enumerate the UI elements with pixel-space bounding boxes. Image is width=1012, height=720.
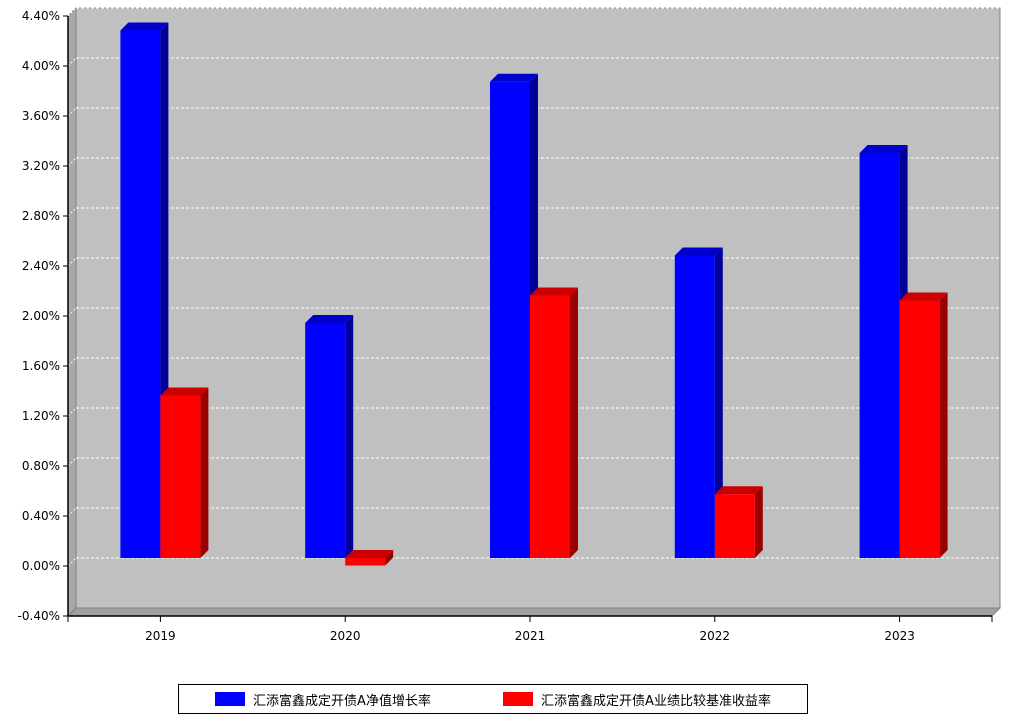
x-tick-label: 2021 bbox=[515, 629, 546, 643]
bar-2021-series-1 bbox=[530, 295, 570, 558]
bar-top bbox=[674, 247, 723, 256]
bar-top bbox=[345, 550, 394, 558]
y-tick-label: 3.60% bbox=[22, 109, 60, 123]
gridline-side bbox=[67, 557, 77, 567]
x-tick-label: 2020 bbox=[330, 629, 361, 643]
legend-item-series-0: 汇添富鑫成定开债A净值增长率 bbox=[215, 690, 431, 709]
bar-side bbox=[200, 387, 209, 558]
bar-top bbox=[160, 387, 209, 396]
bar-2022-series-1 bbox=[714, 494, 755, 558]
bar-2019-series-0 bbox=[120, 30, 161, 558]
bar-top bbox=[714, 486, 763, 495]
legend: 汇添富鑫成定开债A净值增长率 汇添富鑫成定开债A业绩比较基准收益率 bbox=[178, 684, 808, 714]
legend-label-series-1: 汇添富鑫成定开债A业绩比较基准收益率 bbox=[541, 693, 771, 709]
bar-top bbox=[305, 315, 354, 323]
bar-side bbox=[570, 287, 578, 558]
y-tick-label: 2.40% bbox=[22, 259, 60, 273]
gridline-side bbox=[67, 207, 77, 217]
legend-label-series-0: 汇添富鑫成定开债A净值增长率 bbox=[253, 693, 431, 709]
y-tick-label: 4.40% bbox=[22, 9, 60, 23]
bar-top bbox=[899, 292, 948, 301]
bar-side bbox=[939, 292, 948, 558]
gridline-side bbox=[67, 407, 77, 417]
bar-2021-series-0 bbox=[490, 81, 530, 558]
y-tick-label: 1.20% bbox=[22, 409, 60, 423]
plot-floor bbox=[66, 607, 1002, 617]
bar-2020-series-1 bbox=[345, 558, 386, 566]
legend-item-series-1: 汇添富鑫成定开债A业绩比较基准收益率 bbox=[503, 690, 771, 709]
y-tick-label: 2.80% bbox=[22, 209, 60, 223]
bar-side bbox=[345, 315, 354, 558]
bar-top bbox=[120, 22, 169, 31]
bar-2022-series-0 bbox=[674, 255, 715, 558]
bar-top bbox=[490, 73, 538, 82]
bar-top bbox=[530, 287, 578, 296]
gridline-side bbox=[67, 157, 77, 167]
bar-side bbox=[714, 247, 723, 558]
bar-side bbox=[754, 486, 763, 558]
y-tick-label: 0.00% bbox=[22, 559, 60, 573]
bar-2019-series-1 bbox=[160, 395, 201, 558]
gridline-side bbox=[67, 57, 77, 67]
y-tick-label: 3.20% bbox=[22, 159, 60, 173]
bar-2020-series-0 bbox=[305, 323, 346, 558]
x-tick-label: 2019 bbox=[145, 629, 176, 643]
gridline-side bbox=[67, 257, 77, 267]
x-tick-label: 2022 bbox=[700, 629, 731, 643]
gridline-side bbox=[67, 107, 77, 117]
legend-swatch-blue bbox=[215, 692, 246, 706]
x-tick-label: 2023 bbox=[884, 629, 915, 643]
y-tick-label: 0.80% bbox=[22, 459, 60, 473]
y-tick-label: 4.00% bbox=[22, 59, 60, 73]
y-tick-label: 2.00% bbox=[22, 309, 60, 323]
gridline-side bbox=[67, 7, 77, 17]
gridline-side bbox=[67, 457, 77, 467]
bar-top bbox=[859, 145, 908, 153]
gridline-side bbox=[67, 507, 77, 517]
bar-2023-series-1 bbox=[899, 300, 940, 558]
legend-swatch-red bbox=[503, 692, 534, 706]
gridline-side bbox=[67, 357, 77, 367]
y-tick-label: 1.60% bbox=[22, 359, 60, 373]
bar-side bbox=[385, 550, 394, 566]
bar-chart-svg: -0.40% 0.00% 0.40% 0.80% 1.20% 1.60% 2.00% 2.40… bbox=[18, 6, 1002, 643]
y-tick-label: -0.40% bbox=[18, 609, 60, 623]
gridline-side bbox=[67, 307, 77, 317]
bar-2023-series-0 bbox=[859, 153, 900, 558]
y-tick-label: 0.40% bbox=[22, 509, 60, 523]
